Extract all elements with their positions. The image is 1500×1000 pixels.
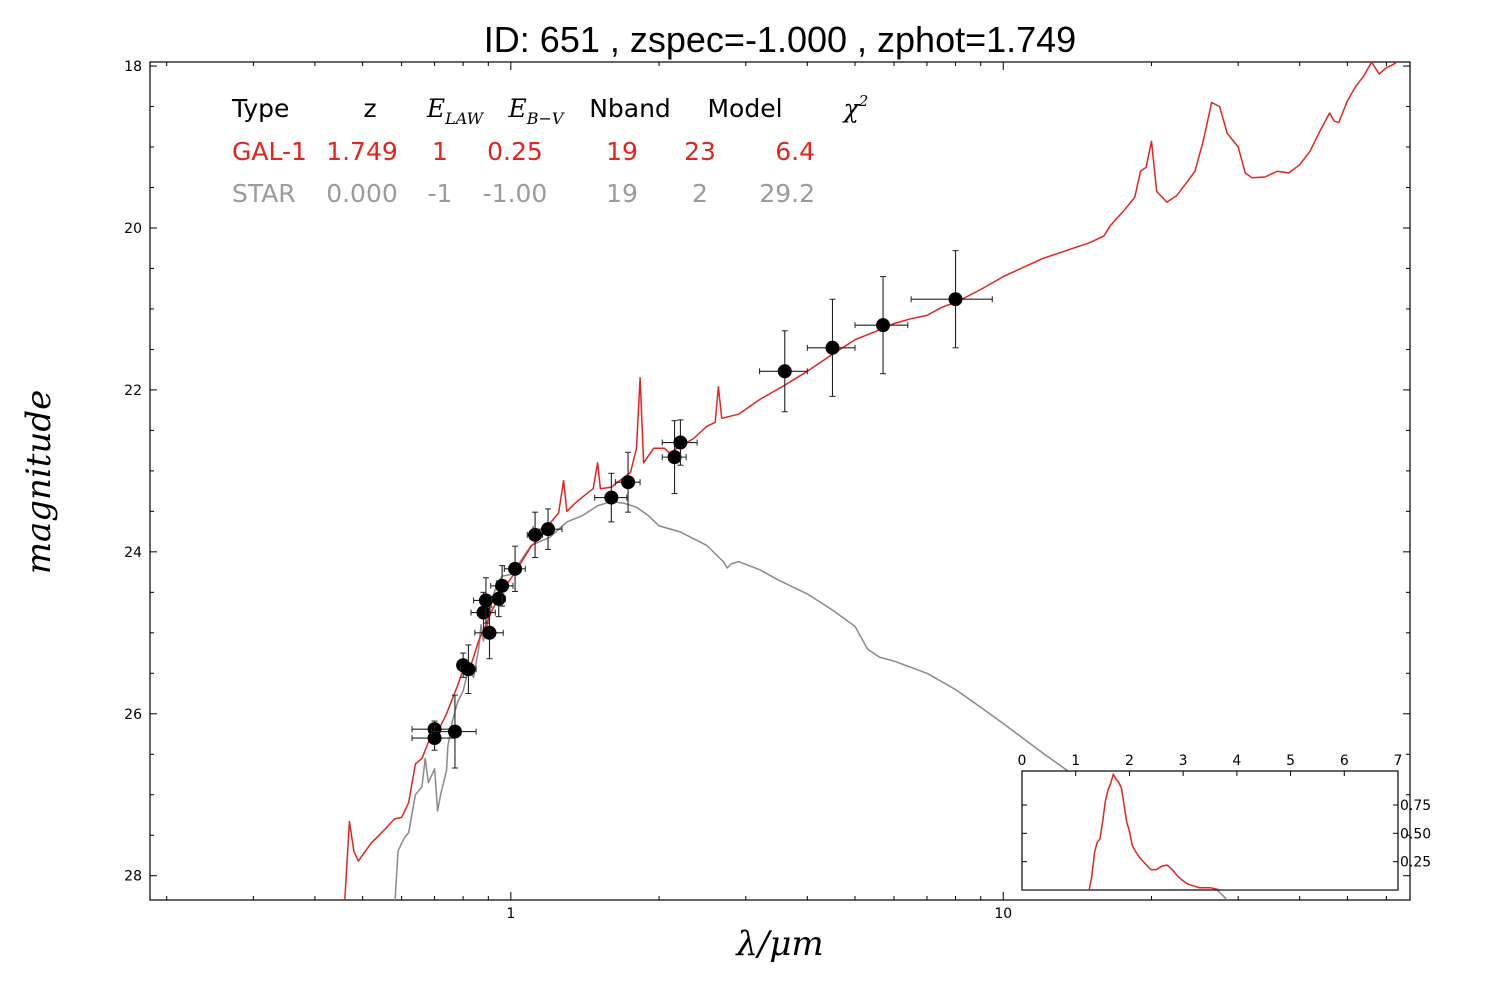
inset-y-tick-label: 0.75 [1400, 798, 1431, 814]
table-header-nband: Nband [589, 94, 671, 123]
inset-y-tick-label: 0.50 [1400, 826, 1431, 842]
table-cell-ebv: 0.25 [487, 137, 543, 166]
y-tick-label: 28 [124, 869, 142, 885]
inset-x-tick-label: 7 [1394, 753, 1403, 769]
photometry-point [532, 508, 563, 550]
photometry-point [910, 250, 993, 349]
table-cell-chi2: 29.2 [759, 179, 815, 208]
photometry-point [854, 276, 909, 375]
data-point [876, 318, 891, 333]
data-point [482, 625, 497, 640]
data-point [667, 450, 682, 465]
photometry-point [503, 545, 526, 593]
data-point [427, 731, 442, 746]
data-point [825, 340, 840, 355]
y-tick-label: 24 [124, 545, 142, 561]
table-cell-nband: 19 [606, 137, 638, 166]
photometry-point [459, 644, 477, 695]
table-cell-elaw: -1 [428, 179, 453, 208]
y-tick-label: 22 [124, 383, 142, 399]
photometry-point [430, 694, 477, 769]
table-header-z: z [363, 94, 376, 123]
inset-frame [1021, 770, 1399, 891]
y-tick-label: 20 [124, 221, 142, 237]
photometry-point [594, 472, 628, 523]
inset-x-tick-label: 0 [1018, 753, 1027, 769]
table-cell-nband: 19 [606, 179, 638, 208]
data-point [491, 591, 506, 606]
table-header-ebv: EB−V [508, 94, 565, 128]
photometry-point [661, 419, 698, 466]
data-point [508, 561, 523, 576]
fit-results-table: Type z ELAW EB−V Nband Model χ2 GAL-1 1.749 1 0.25… [231, 92, 868, 208]
data-point [541, 522, 556, 537]
table-cell-z: 0.000 [326, 179, 398, 208]
table-cell-elaw: 1 [432, 137, 448, 166]
table-cell-model: 2 [692, 179, 708, 208]
y-axis-label: magnitude [19, 390, 59, 575]
data-point [461, 662, 476, 677]
x-tick-label: 10 [994, 906, 1012, 922]
table-header-type: Type [231, 94, 289, 123]
data-point [673, 435, 688, 450]
table-cell-ebv: -1.00 [483, 179, 548, 208]
inset-x-tick-label: 5 [1286, 753, 1295, 769]
data-point [476, 605, 491, 620]
photometry-point [806, 298, 856, 397]
table-cell-type: GAL-1 [232, 137, 307, 166]
inset-x-tick-label: 6 [1340, 753, 1349, 769]
photometry-points [411, 250, 993, 769]
star-model-curve [394, 500, 1228, 900]
table-cell-chi2: 6.4 [775, 137, 815, 166]
table-header-chi2: χ2 [842, 92, 869, 123]
data-point [478, 593, 493, 608]
redshift-pdf-inset: 0 1 2 3 4 5 6 7 0.25 0.50 0.75 [1018, 753, 1431, 891]
data-point [528, 527, 543, 542]
y-tick-label: 26 [124, 707, 142, 723]
inset-x-tick-label: 1 [1071, 753, 1080, 769]
table-header-model: Model [707, 94, 782, 123]
inset-x-tick-label: 2 [1125, 753, 1134, 769]
table-header-elaw: ELAW [426, 94, 485, 128]
inset-x-tick-label: 4 [1232, 753, 1241, 769]
data-point [948, 292, 963, 307]
table-cell-model: 23 [684, 137, 716, 166]
data-point [777, 364, 792, 379]
inset-y-tick-label: 0.25 [1400, 855, 1431, 871]
x-tick-label: 1 [506, 906, 515, 922]
x-axis-label: λ/μm [734, 924, 823, 964]
photometry-point [490, 565, 514, 607]
y-tick-label: 18 [124, 59, 142, 75]
pdf-curve [1022, 772, 1398, 890]
data-point [621, 475, 636, 490]
inset-curve-group [1022, 772, 1398, 890]
data-point [447, 724, 462, 739]
data-point [495, 578, 510, 593]
photometry-point [614, 451, 641, 513]
table-cell-type: STAR [232, 179, 296, 208]
inset-x-tick-label: 3 [1179, 753, 1188, 769]
data-point [604, 490, 619, 505]
photometry-point [759, 330, 808, 413]
table-cell-z: 1.749 [326, 137, 398, 166]
plot-frame [149, 61, 1411, 901]
photometry-point [526, 511, 544, 559]
photometry-point [474, 606, 504, 660]
photometry-point [661, 420, 687, 495]
chart-title: ID: 651 , zspec=-1.000 , zphot=1.749 [484, 19, 1076, 60]
